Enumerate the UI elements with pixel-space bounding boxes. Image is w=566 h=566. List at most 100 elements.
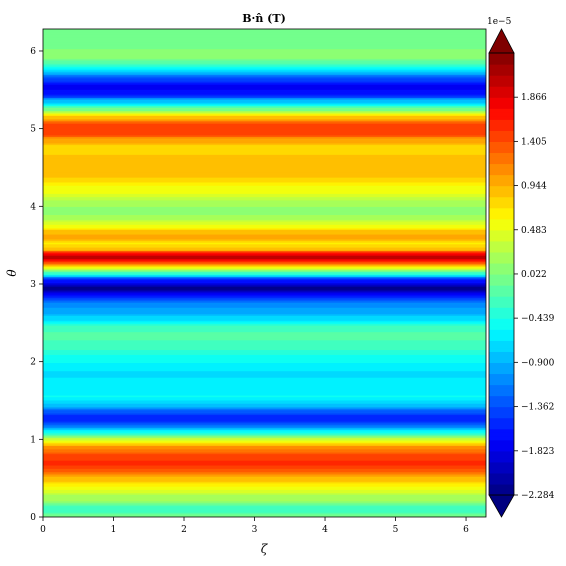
heatmap-band xyxy=(43,258,486,261)
colorbar-multiplier: 1e−5 xyxy=(487,17,512,27)
colorbar-segment xyxy=(489,483,514,489)
heatmap-band xyxy=(43,38,486,41)
colorbar-segment xyxy=(489,237,514,242)
x-tick-label: 1 xyxy=(111,525,117,535)
heatmap-band xyxy=(43,53,486,56)
heatmap-band xyxy=(43,442,486,445)
colorbar-segment xyxy=(489,211,514,216)
heatmap-band xyxy=(43,72,486,76)
colorbar-segment xyxy=(489,343,514,349)
colorbar-segment xyxy=(489,377,514,382)
colorbar-segment xyxy=(489,75,514,80)
heatmap-band xyxy=(43,85,486,89)
colorbar-segment xyxy=(489,266,514,271)
heatmap-band xyxy=(43,484,486,487)
heatmap-band xyxy=(43,463,486,466)
colorbar-segment xyxy=(489,122,514,128)
heatmap-band xyxy=(43,63,486,66)
heatmap-band xyxy=(43,103,486,107)
heatmap-band xyxy=(43,123,486,126)
heatmap-band xyxy=(43,154,486,157)
heatmap-band xyxy=(43,100,486,103)
heatmap-band xyxy=(43,474,486,477)
colorbar-tick-label: −1.362 xyxy=(521,403,554,413)
heatmap-band xyxy=(43,121,486,124)
heatmap-band xyxy=(43,42,486,45)
heatmap-band xyxy=(43,329,486,333)
colorbar-segment xyxy=(489,97,514,102)
colorbar-tick-label: 0.022 xyxy=(521,270,547,280)
colorbar-segment xyxy=(489,388,514,393)
colorbar-segment xyxy=(489,307,514,312)
heatmap-band xyxy=(43,495,486,499)
colorbar-segment xyxy=(489,100,514,106)
colorbar-segment xyxy=(489,189,514,194)
heatmap-band xyxy=(43,51,486,54)
colorbar-segment xyxy=(489,436,514,441)
heatmap-band xyxy=(43,377,486,380)
colorbar-segment xyxy=(489,432,514,437)
colorbar-segment xyxy=(489,362,514,367)
heatmap-band xyxy=(43,111,486,115)
heatmap-band xyxy=(43,416,486,419)
heatmap-band xyxy=(43,346,486,349)
heatmap-band xyxy=(43,164,486,167)
heatmap-band xyxy=(43,445,486,448)
heatmap-band xyxy=(43,243,486,246)
heatmap-band xyxy=(43,417,486,420)
heatmap-band xyxy=(43,494,486,497)
colorbar-segment xyxy=(489,303,514,308)
heatmap-band xyxy=(43,108,486,111)
heatmap-band xyxy=(43,342,486,346)
heatmap-band xyxy=(43,264,486,268)
heatmap-band xyxy=(43,486,486,489)
x-axis: 0 1 2 3 4 5 6 xyxy=(40,517,469,535)
heatmap-band xyxy=(43,217,486,220)
y-axis: 0 1 2 3 4 5 6 xyxy=(30,47,43,523)
heatmap-band xyxy=(43,55,486,58)
y-tick-label: 1 xyxy=(30,435,36,445)
heatmap-band xyxy=(43,479,486,482)
heatmap-band xyxy=(43,50,486,53)
heatmap-band xyxy=(43,507,486,510)
heatmap-band xyxy=(43,512,486,515)
colorbar-segment xyxy=(489,454,514,459)
heatmap-band xyxy=(43,139,486,142)
y-tick-label: 6 xyxy=(30,47,36,57)
heatmap-band xyxy=(43,429,486,432)
heatmap-band xyxy=(43,299,486,302)
heatmap-band xyxy=(43,331,486,334)
heatmap-band xyxy=(43,321,486,325)
heatmap-band xyxy=(43,326,486,329)
heatmap-band xyxy=(43,177,486,180)
heatmap-band xyxy=(43,124,486,128)
heatmap-band xyxy=(43,181,486,185)
heatmap-band xyxy=(43,82,486,85)
colorbar-segment xyxy=(489,204,514,209)
colorbar-tick-label: 0.483 xyxy=(521,226,547,236)
heatmap-band xyxy=(43,118,486,121)
heatmap-band xyxy=(43,302,486,305)
heatmap-band xyxy=(43,77,486,81)
heatmap-band xyxy=(43,468,486,471)
heatmap-band xyxy=(43,94,486,97)
colorbar-segment xyxy=(489,329,514,334)
heatmap-band xyxy=(43,460,486,463)
heatmap-band xyxy=(43,151,486,154)
heatmap-band xyxy=(43,193,486,196)
heatmap-band xyxy=(43,233,486,237)
heatmap-band xyxy=(43,406,486,409)
heatmap-band xyxy=(43,186,486,190)
heatmap-band xyxy=(43,240,486,243)
colorbar-segment xyxy=(489,200,514,205)
colorbar-segment xyxy=(489,215,514,220)
colorbar-segment xyxy=(489,86,514,91)
colorbar-segment xyxy=(489,174,514,179)
colorbar-segment xyxy=(489,111,514,117)
heatmap-band xyxy=(43,393,486,396)
heatmap-band xyxy=(43,424,486,427)
heatmap-band xyxy=(43,386,486,390)
colorbar-segment xyxy=(489,137,514,142)
colorbar-segment xyxy=(489,310,514,316)
x-tick-label: 3 xyxy=(252,525,258,535)
